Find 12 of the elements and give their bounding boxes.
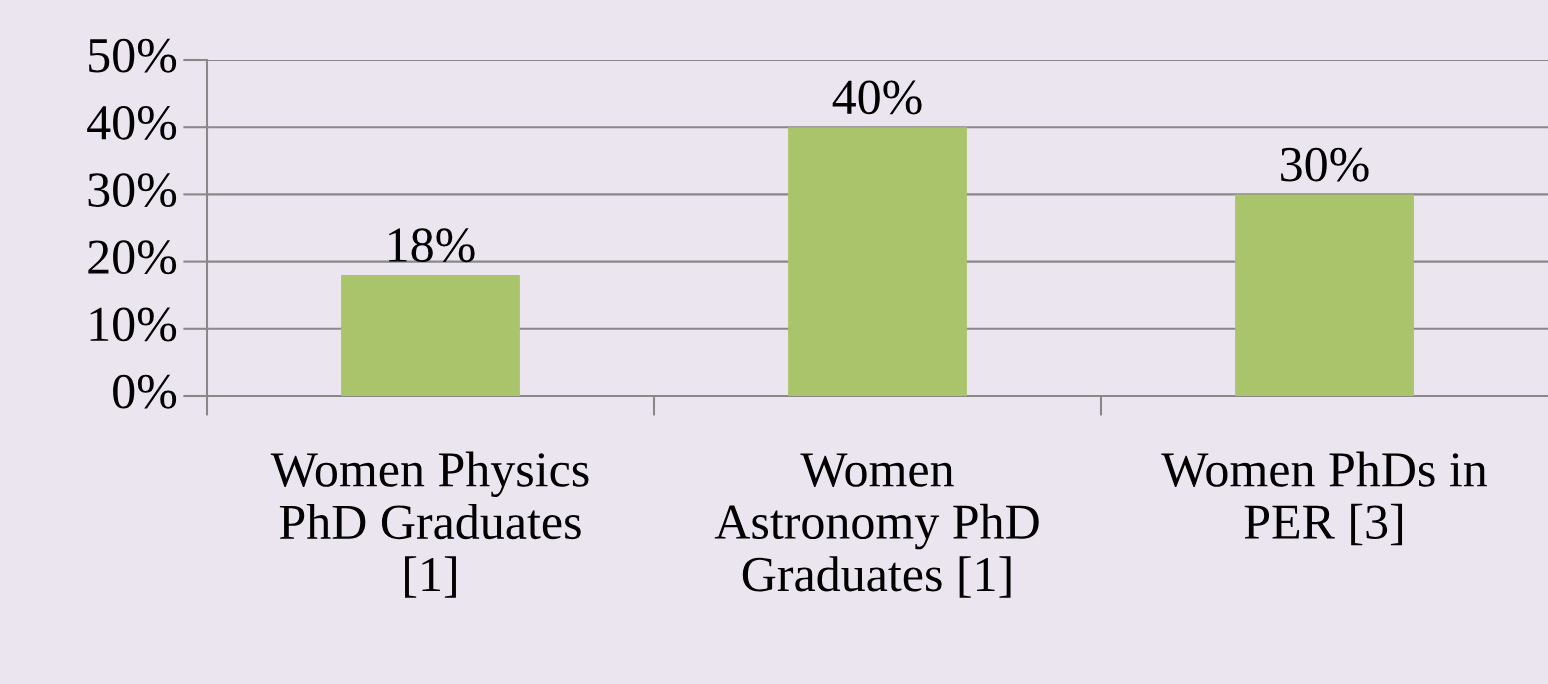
data-label: 18% [389, 228, 475, 263]
y-tick-label: 40% [87, 105, 177, 140]
x-tick-label: Women Astronomy PhD Graduates [1] [714, 453, 1039, 598]
y-tick-label: 10% [90, 307, 177, 342]
y-tick-label: 0% [113, 374, 177, 409]
y-tick-label: 20% [88, 240, 177, 275]
data-label: 40% [832, 80, 922, 115]
y-tick-label: 50% [89, 38, 177, 73]
data-label: 30% [1281, 147, 1369, 182]
x-tick-label: Women PhDs in PER [3] [1161, 451, 1488, 546]
y-tick-label: 30% [88, 173, 177, 208]
x-tick-label: Women Physics PhD Graduates [1] [270, 451, 589, 598]
